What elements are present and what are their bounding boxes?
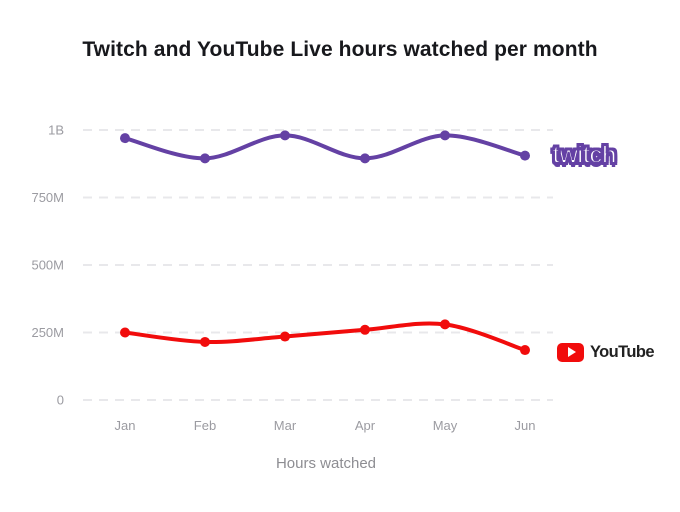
play-triangle-icon — [567, 347, 576, 357]
y-tick-label: 500M — [31, 258, 64, 273]
x-tick-label: Jan — [115, 418, 136, 433]
y-tick-label: 750M — [31, 190, 64, 205]
youtube-data-point — [360, 324, 370, 335]
youtube-play-button-icon — [557, 342, 584, 362]
x-tick-label: Feb — [194, 418, 216, 433]
youtube-series-line — [123, 321, 527, 353]
twitch-series-line — [123, 133, 527, 161]
youtube-data-point — [200, 336, 210, 347]
youtube-data-point — [440, 319, 450, 330]
youtube-wordmark: YouTube — [590, 342, 655, 361]
twitch-data-point — [120, 133, 130, 144]
twitch-wordmark: twitch — [551, 140, 618, 170]
twitch-data-point — [280, 130, 290, 141]
x-axis-title: Hours watched — [276, 455, 376, 472]
x-tick-label: Jun — [515, 418, 536, 433]
twitch-data-point — [360, 153, 370, 164]
x-tick-label: May — [433, 418, 458, 433]
chart-title: Twitch and YouTube Live hours watched pe… — [82, 38, 598, 61]
twitch-data-point — [520, 150, 530, 161]
y-tick-label: 0 — [57, 393, 64, 408]
twitch-data-point — [200, 153, 210, 164]
youtube-data-point — [280, 331, 290, 342]
x-tick-label: Mar — [274, 418, 297, 433]
youtube-data-point — [120, 327, 130, 338]
twitch-data-point — [440, 130, 450, 141]
youtube-logo: YouTube — [557, 341, 655, 363]
y-tick-label: 1B — [48, 123, 64, 138]
youtube-data-point — [520, 345, 530, 356]
twitch-logo: twitch — [551, 140, 618, 170]
y-tick-label: 250M — [31, 325, 64, 340]
x-tick-label: Apr — [355, 418, 376, 433]
